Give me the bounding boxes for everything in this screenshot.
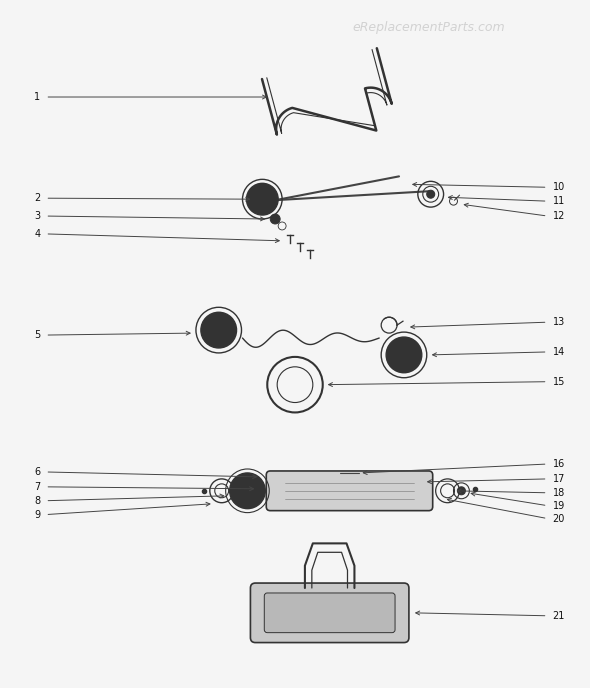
Text: 10: 10 [553, 182, 565, 192]
Text: 11: 11 [553, 196, 565, 206]
Text: 15: 15 [553, 377, 565, 387]
Text: 4: 4 [34, 229, 41, 239]
Text: 17: 17 [553, 474, 565, 484]
Text: 1: 1 [34, 92, 41, 102]
Circle shape [230, 473, 266, 508]
Text: 18: 18 [553, 488, 565, 498]
Text: 9: 9 [34, 510, 41, 519]
Text: 19: 19 [553, 501, 565, 510]
Circle shape [247, 183, 278, 215]
Circle shape [427, 191, 435, 198]
Text: 5: 5 [34, 330, 41, 340]
Text: 8: 8 [34, 496, 41, 506]
Text: 14: 14 [553, 347, 565, 357]
Text: 20: 20 [553, 513, 565, 524]
Circle shape [457, 487, 466, 495]
Text: 6: 6 [34, 467, 41, 477]
Circle shape [270, 214, 280, 224]
Circle shape [201, 312, 237, 348]
Text: 21: 21 [553, 611, 565, 621]
FancyBboxPatch shape [266, 471, 432, 510]
Circle shape [386, 337, 422, 373]
Text: 12: 12 [553, 211, 565, 221]
FancyBboxPatch shape [250, 583, 409, 643]
FancyBboxPatch shape [264, 593, 395, 633]
Text: eReplacementParts.com: eReplacementParts.com [352, 21, 505, 34]
Text: 13: 13 [553, 317, 565, 327]
Text: 3: 3 [34, 211, 41, 221]
Text: 2: 2 [34, 193, 41, 203]
Text: 7: 7 [34, 482, 41, 492]
Text: 16: 16 [553, 459, 565, 469]
